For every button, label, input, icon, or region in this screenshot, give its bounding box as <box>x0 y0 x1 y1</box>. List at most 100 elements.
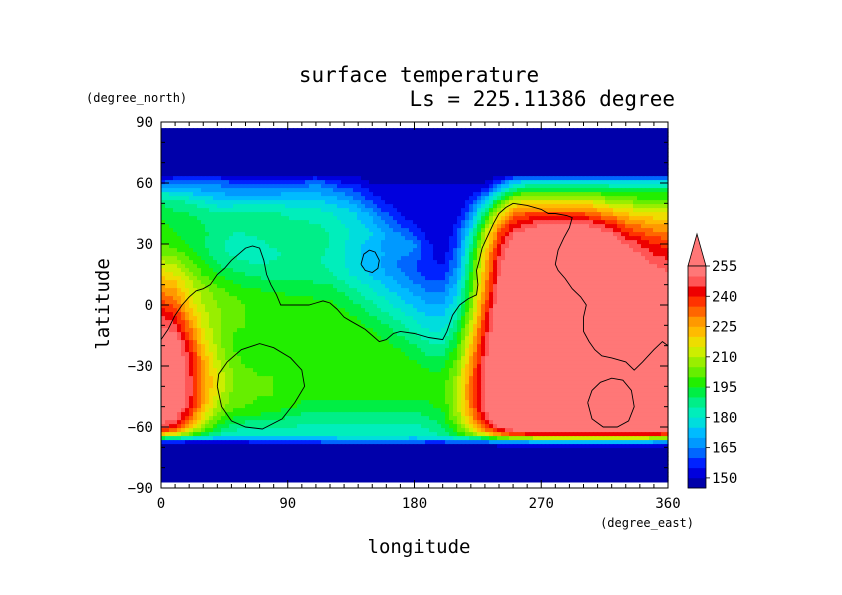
heat-cell <box>209 260 214 265</box>
heat-cell <box>477 196 482 201</box>
heat-cell <box>633 176 638 181</box>
heat-cell <box>285 220 290 225</box>
heat-cell <box>205 140 210 145</box>
heat-cell <box>521 272 526 277</box>
heat-cell <box>469 180 474 185</box>
heat-cell <box>373 192 378 197</box>
heat-cell <box>593 236 598 241</box>
heat-cell <box>177 140 182 145</box>
heat-cell <box>397 280 402 285</box>
heat-cell <box>469 184 474 189</box>
heat-cell <box>301 184 306 189</box>
heat-cell <box>657 192 662 197</box>
heat-cell <box>205 180 210 185</box>
heat-cell <box>477 172 482 177</box>
heat-cell <box>321 228 326 233</box>
heat-cell <box>257 224 262 229</box>
heat-cell <box>489 224 494 229</box>
heat-cell <box>477 164 482 169</box>
heat-cell <box>213 156 218 161</box>
heat-cell <box>261 224 266 229</box>
heat-cell <box>661 132 666 137</box>
heat-cell <box>365 236 370 241</box>
heat-cell <box>509 144 514 149</box>
heat-cell <box>605 208 610 213</box>
heat-cell <box>169 252 174 257</box>
heat-cell <box>421 268 426 273</box>
heat-cell <box>397 156 402 161</box>
heat-cell <box>549 244 554 249</box>
heat-cell <box>381 260 386 265</box>
heat-cell <box>169 132 174 137</box>
heat-cell <box>337 172 342 177</box>
heat-cell <box>309 232 314 237</box>
heat-cell <box>529 248 534 253</box>
heat-cell <box>309 260 314 265</box>
heat-cell <box>633 244 638 249</box>
heat-cell <box>161 152 166 157</box>
heat-cell <box>521 188 526 193</box>
heat-cell <box>645 132 650 137</box>
heat-cell <box>573 276 578 281</box>
heat-cell <box>541 172 546 177</box>
heat-cell <box>309 276 314 281</box>
heat-cell <box>397 264 402 269</box>
heat-cell <box>201 248 206 253</box>
heat-cell <box>625 232 630 237</box>
heat-cell <box>413 152 418 157</box>
heat-cell <box>649 196 654 201</box>
heat-cell <box>189 176 194 181</box>
heat-cell <box>353 172 358 177</box>
heat-cell <box>641 220 646 225</box>
heat-cell <box>317 228 322 233</box>
heat-cell <box>405 224 410 229</box>
heat-cell <box>349 136 354 141</box>
heat-cell <box>449 156 454 161</box>
heat-cell <box>461 188 466 193</box>
heat-cell <box>581 140 586 145</box>
heat-cell <box>549 148 554 153</box>
heat-cell <box>173 132 178 137</box>
heat-cell <box>205 164 210 169</box>
heat-cell <box>577 128 582 133</box>
heat-cell <box>377 140 382 145</box>
heat-cell <box>213 208 218 213</box>
heat-cell <box>269 216 274 221</box>
heat-cell <box>297 284 302 289</box>
heat-cell <box>637 276 642 281</box>
heat-cell <box>585 160 590 165</box>
heat-cell <box>161 184 166 189</box>
heat-cell <box>413 196 418 201</box>
heat-cell <box>665 268 669 273</box>
heat-cell <box>209 156 214 161</box>
heat-cell <box>533 260 538 265</box>
heat-cell <box>273 204 278 209</box>
heat-cell <box>393 148 398 153</box>
heat-cell <box>541 272 546 277</box>
heat-cell <box>261 152 266 157</box>
heat-cell <box>201 188 206 193</box>
heat-cell <box>469 200 474 205</box>
heat-cell <box>193 240 198 245</box>
heat-cell <box>357 260 362 265</box>
heat-cell <box>237 272 242 277</box>
heat-cell <box>437 272 442 277</box>
heat-cell <box>577 144 582 149</box>
heat-cell <box>489 264 494 269</box>
heat-cell <box>325 160 330 165</box>
heat-cell <box>577 132 582 137</box>
heat-cell <box>481 188 486 193</box>
heat-cell <box>645 240 650 245</box>
heat-cell <box>585 164 590 169</box>
heat-cell <box>193 184 198 189</box>
heat-cell <box>357 232 362 237</box>
heat-cell <box>553 148 558 153</box>
heat-cell <box>469 144 474 149</box>
heat-cell <box>417 216 422 221</box>
heat-cell <box>225 164 230 169</box>
heat-cell <box>209 216 214 221</box>
heat-cell <box>441 252 446 257</box>
heat-cell <box>209 208 214 213</box>
heat-cell <box>629 128 634 133</box>
heat-cell <box>521 196 526 201</box>
